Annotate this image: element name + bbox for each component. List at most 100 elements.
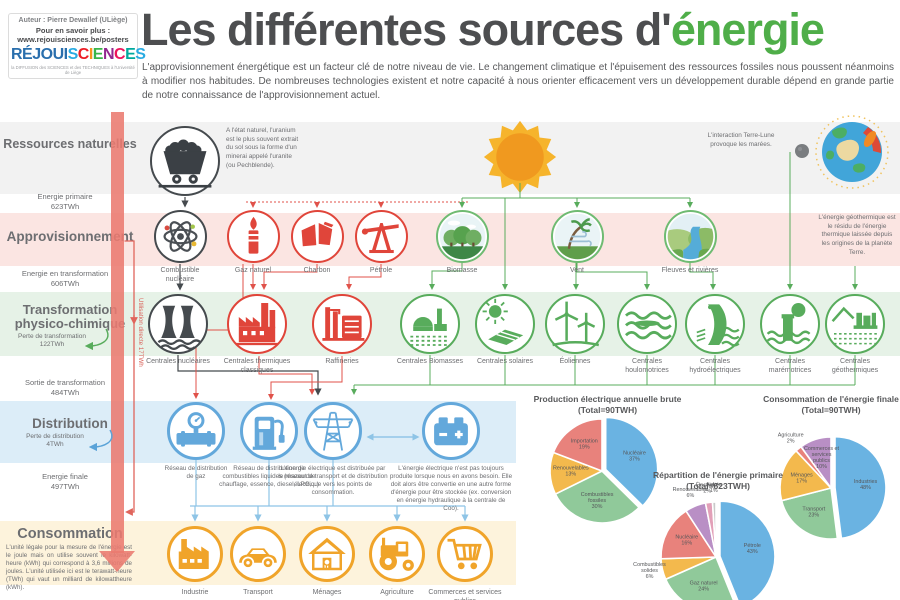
cooling-towers-icon	[148, 294, 208, 354]
pie-title-text: Production électrique annuelle brute	[533, 394, 682, 404]
transformation-label: Centrales hydroélectriques	[689, 358, 741, 374]
direct-use-label: Utilisation directe 17TWh	[137, 298, 144, 367]
more-info-line: Pour en savoir plus :	[35, 26, 111, 35]
pie-slice-autres	[711, 501, 717, 558]
consumption-label: Agriculture	[380, 589, 414, 596]
logo-letter: S	[135, 46, 146, 63]
consumption-note: L'unité légale pour la mesure de l'énerg…	[6, 544, 132, 592]
pie-slice-label: Gaz naturel 24%	[690, 581, 718, 593]
distribution-label: Réseau de distribution de combustibles l…	[219, 465, 319, 489]
mine-cart-icon	[150, 126, 220, 196]
level-label: Sortie de transformation	[24, 378, 106, 387]
uranium-note: A l'état naturel, l'uranium est le plus …	[226, 127, 299, 169]
geothermal-plant-icon	[825, 294, 885, 354]
consumption-label: Transport	[243, 589, 273, 596]
distribution-label: L'énergie électrique n'est pas toujours …	[389, 465, 513, 513]
solar-plant-icon	[475, 294, 535, 354]
logo-letter: C	[77, 46, 90, 63]
level-value: 606TWh	[50, 278, 80, 288]
loss-label: Perte de transformation	[18, 333, 86, 340]
title-accent: énergie	[670, 4, 825, 55]
stage-consommation: Consommation	[17, 526, 123, 542]
transformation-label: Centrales houlomotrices	[625, 358, 669, 374]
pie-slice-label: Combustibles solides 6%	[633, 562, 666, 580]
supply-label: Biomasse	[446, 267, 478, 274]
distribution-label: L'énergie électrique est distribuée par …	[278, 465, 388, 497]
car-icon	[230, 526, 286, 582]
pie-title-total: (Total=90TWH)	[577, 405, 638, 416]
gas-pipeline-icon	[167, 402, 225, 460]
pie-slice-label: Industries 48%	[854, 479, 878, 491]
pie-slice-renouvelables	[684, 502, 717, 558]
pie-slice-label: Nucléaire 37%	[623, 450, 646, 462]
flame-icon	[226, 209, 280, 263]
level-label: Energie finale	[42, 472, 88, 481]
loss-value: 122TWh	[39, 341, 65, 349]
supply-label: Combustible nucléaire	[160, 267, 200, 283]
transformation-label: Centrales nucléaires	[146, 358, 210, 365]
pie1-title: Production électrique annuelle brute (To…	[505, 394, 710, 416]
pie-title-total: (Total=90TWH)	[801, 405, 861, 416]
logo-part1: RÉJOUI	[11, 46, 68, 63]
logo-letter: I	[88, 46, 93, 63]
tidal-plant-icon	[760, 294, 820, 354]
transformation-label: Éoliennes	[559, 358, 591, 365]
refinery-icon	[312, 294, 372, 354]
pie-slice-nucl-aire	[604, 416, 659, 508]
pie-slice-label: Renouvelables 13%	[553, 465, 589, 477]
level-energie-primaire: Energie primaire 623TWh	[5, 192, 125, 212]
level-label: Energie primaire	[37, 192, 93, 201]
level-value: 623TWh	[50, 201, 80, 211]
consumption-label: Ménages	[312, 589, 342, 596]
biomass-plant-icon	[400, 294, 460, 354]
consumption-label: Commerces et services publics	[428, 589, 502, 600]
pie-slice-label: Agriculture 2%	[778, 432, 804, 444]
pie-slice-label: Importation 19%	[571, 438, 598, 450]
logo-letter: C	[114, 46, 126, 63]
transformation-label: Centrales thermiques classiques	[223, 358, 291, 374]
flow-arrow-bar	[111, 112, 124, 553]
level-energie-en-transformation: Energie en transformation 606TWh	[5, 269, 125, 289]
battery-icon	[422, 402, 480, 460]
supply-label: Gaz naturel	[234, 267, 272, 274]
pie-slice-importation	[552, 418, 603, 473]
house-icon	[299, 526, 355, 582]
stage-distribution: Distribution	[32, 416, 108, 431]
website-link[interactable]: www.rejouisciences.be/posters	[17, 35, 129, 44]
shopping-cart-icon	[437, 526, 493, 582]
pie-slice-label: Nucléaire 16%	[675, 535, 698, 547]
flow-arrow-head	[99, 551, 135, 572]
river-icon	[663, 209, 717, 263]
transformation-label: Centrales géothermiques	[831, 358, 879, 374]
fuel-pump-icon	[240, 402, 298, 460]
pie-slice-industries	[834, 435, 887, 540]
level-sortie-transformation: Sortie de transformation 484TWh	[5, 378, 125, 398]
pie-slice-label: Commerces et services publics 10%	[804, 446, 840, 470]
derrick-icon	[354, 209, 408, 263]
level-label: Energie en transformation	[21, 269, 109, 278]
author-line: Auteur : Pierre Dewallef (ULiège)	[18, 17, 128, 24]
transformation-label: Raffineries	[325, 358, 359, 365]
pie-slice-label: Pétrole 43%	[744, 543, 761, 555]
supply-label: Vent	[569, 267, 584, 274]
pie-title-text: Consommation de l'énergie finale	[763, 394, 899, 404]
thermal-plant-icon	[227, 294, 287, 354]
pie3-title: Répartition de l'énergie primaire (Total…	[628, 470, 808, 492]
pie-slice-combustibles-fossiles	[554, 470, 641, 524]
transformation-label: Centrales marémotrices	[768, 358, 812, 374]
coal-icon	[290, 209, 344, 263]
forest-icon	[435, 209, 489, 263]
stage-ressources-naturelles: Ressources naturelles	[3, 137, 137, 151]
pie-slice-renouvelables	[549, 451, 604, 496]
wind-turbine-icon	[545, 294, 605, 354]
pie-slice-transport	[780, 486, 839, 540]
title-prefix: Les différentes sources d'	[141, 4, 672, 55]
pie-slice-p-trole	[719, 500, 776, 600]
logo-letter: S	[67, 46, 79, 63]
logo-letter: E	[92, 46, 104, 63]
pylon-icon	[304, 402, 362, 460]
rejouisciences-logo: RÉJOUISCIENCES	[11, 46, 146, 64]
supply-label: Fleuves et rivières	[661, 267, 719, 274]
logo-letter: E	[125, 46, 136, 63]
